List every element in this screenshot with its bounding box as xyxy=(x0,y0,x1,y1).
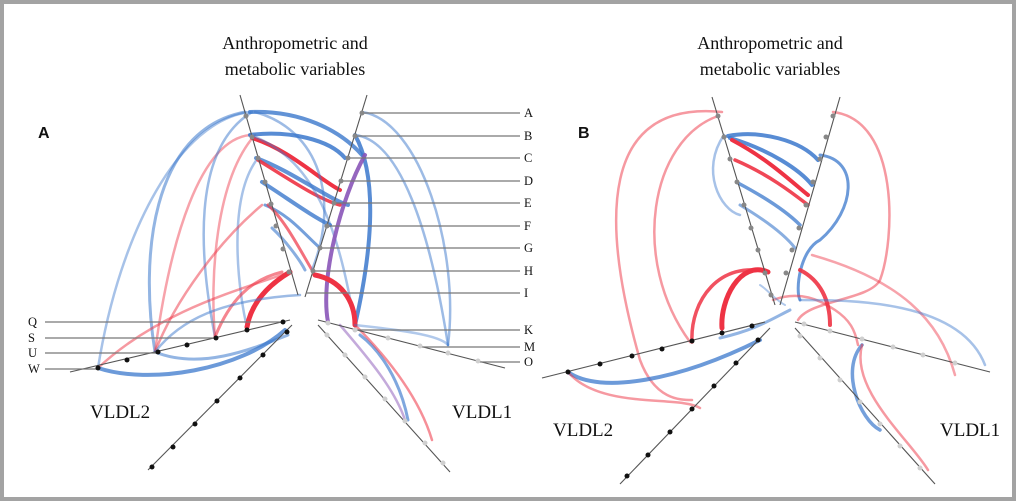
panel-b-vldl1-label: VLDL1 xyxy=(940,420,1000,441)
panel-a-variables-axis-left xyxy=(239,94,299,296)
letter-o: O xyxy=(524,355,533,369)
panel-b-vldl1-axis-lower xyxy=(794,327,936,485)
panel-a-vldl2-axis-lower xyxy=(147,324,293,471)
panel-a-links xyxy=(96,109,452,442)
panel-b-links xyxy=(566,109,987,472)
letter-m: M xyxy=(524,340,535,354)
panel-a-nodes xyxy=(95,110,481,470)
letter-i: I xyxy=(524,286,528,300)
letter-g: G xyxy=(524,241,533,255)
panel-b-vldl2-axis-upper xyxy=(541,321,766,379)
panel-a-variables-axis-right xyxy=(304,94,368,298)
panel-b-title-line2: metabolic variables xyxy=(700,59,840,79)
letter-f: F xyxy=(524,219,531,233)
letter-k: K xyxy=(524,323,533,337)
panel-b-title-line1: Anthropometric and xyxy=(697,33,842,53)
letter-u: U xyxy=(28,346,37,360)
panel-a-leader-lines xyxy=(45,112,520,370)
panel-b-label: B xyxy=(578,125,590,142)
panel-a-vldl2-label: VLDL2 xyxy=(90,402,150,423)
panel-a-label: A xyxy=(38,125,50,142)
letter-w: W xyxy=(28,362,40,376)
panel-a-variable-letters: A B C D E F G H I K M O Q S U W xyxy=(28,106,535,376)
panel-b-vldl2-label: VLDL2 xyxy=(553,420,613,441)
panel-a-vldl2-axis-upper xyxy=(69,319,291,373)
letter-h: H xyxy=(524,264,533,278)
panel-a: A Anthropometric and metabolic variables xyxy=(28,33,535,473)
panel-a-title-line2: metabolic variables xyxy=(225,59,365,79)
panel-b-vldl2-axis-lower xyxy=(619,327,771,485)
letter-c: C xyxy=(524,151,532,165)
letter-a: A xyxy=(524,106,533,120)
panel-a-title-line1: Anthropometric and xyxy=(222,33,367,53)
panel-b: B Anthropometric and metabolic variables xyxy=(541,33,1000,485)
panel-a-vldl1-label: VLDL1 xyxy=(452,402,512,423)
letter-e: E xyxy=(524,196,532,210)
letter-q: Q xyxy=(28,315,37,329)
letter-d: D xyxy=(524,174,533,188)
letter-b: B xyxy=(524,129,532,143)
panel-b-variables-axis-left xyxy=(711,96,776,306)
letter-s: S xyxy=(28,331,35,345)
panel-a-vldl1-axis-upper xyxy=(317,319,506,369)
panel-b-variables-axis-right xyxy=(779,96,841,306)
panel-b-nodes xyxy=(565,113,958,479)
